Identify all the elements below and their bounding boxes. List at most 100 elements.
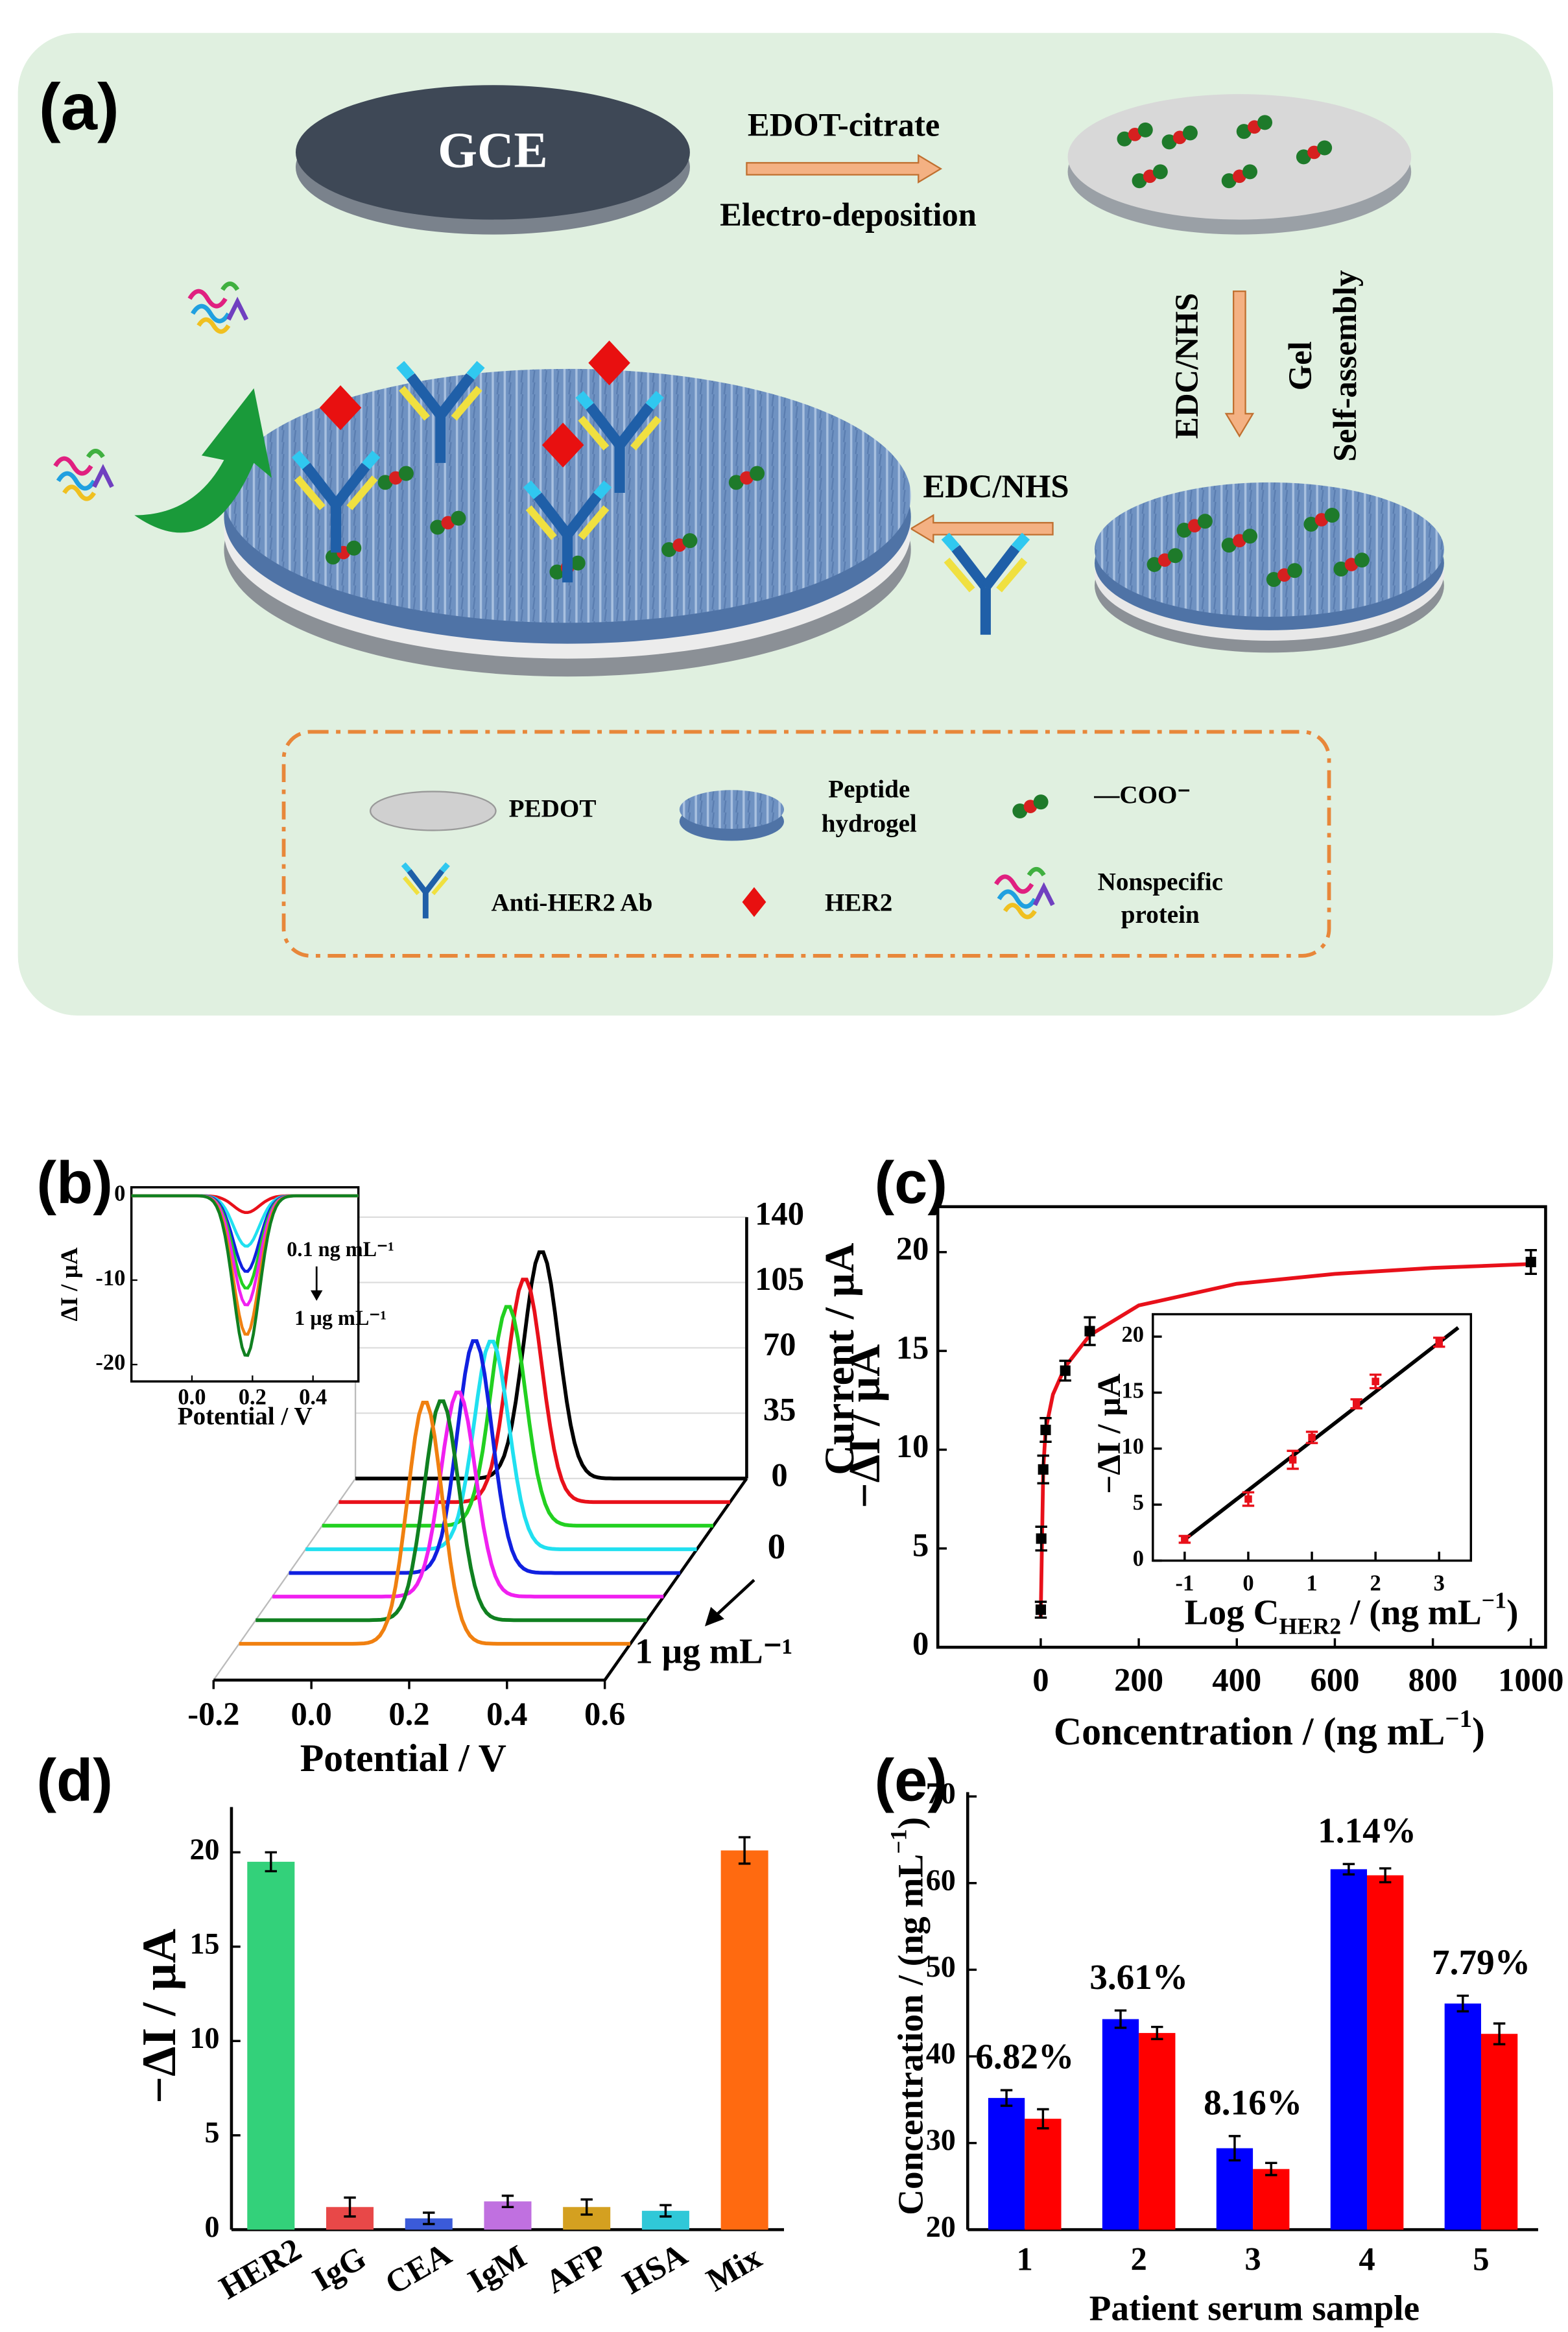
y-tick-label: -10 bbox=[95, 1266, 125, 1291]
y-tick-label: 15 bbox=[189, 1927, 219, 1960]
point bbox=[1181, 1535, 1189, 1543]
label-part: ) bbox=[1472, 1710, 1485, 1753]
step-label: EDC/NHS bbox=[923, 468, 1069, 505]
x-tick-label: 600 bbox=[1310, 1661, 1359, 1698]
y-tick-label: 0 bbox=[1133, 1546, 1144, 1571]
gce-electrode bbox=[295, 85, 690, 235]
legend-label: PEDOT bbox=[509, 794, 597, 822]
y-tick-label: 15 bbox=[1121, 1378, 1144, 1403]
axis bbox=[213, 1478, 357, 1681]
fit-line bbox=[1183, 1326, 1460, 1541]
x-tick-label: IgM bbox=[462, 2238, 532, 2300]
gce-label: GCE bbox=[438, 122, 548, 178]
label-part: −1 bbox=[1482, 1588, 1506, 1613]
annotation: 3.61% bbox=[1089, 1957, 1188, 1997]
x-tick-label: 400 bbox=[1212, 1661, 1261, 1698]
x-tick-label: 1000 bbox=[1498, 1661, 1563, 1698]
y-tick-label: 30 bbox=[926, 2123, 956, 2156]
y-tick-label: 20 bbox=[926, 2210, 956, 2243]
y-tick-label: 20 bbox=[896, 1230, 929, 1267]
legend-label: Peptide bbox=[828, 776, 910, 803]
x-tick-label: 3 bbox=[1434, 1571, 1445, 1595]
point bbox=[1289, 1456, 1297, 1464]
annotation: 8.16% bbox=[1204, 2083, 1302, 2123]
z-tick-label: 0 bbox=[771, 1457, 787, 1493]
legend-label: Nonspecific bbox=[1098, 868, 1223, 896]
arrow bbox=[1224, 290, 1255, 438]
step-label: Self-assembly bbox=[1327, 270, 1363, 462]
z-tick-label: 105 bbox=[755, 1261, 804, 1297]
x-tick-label: -1 bbox=[1175, 1571, 1194, 1595]
curve bbox=[255, 1399, 647, 1623]
annotation: 7.79% bbox=[1432, 1942, 1530, 1982]
x-tick-label: 0.0 bbox=[178, 1385, 206, 1410]
step-label: EDOT-citrate bbox=[748, 107, 940, 143]
y-tick-label: 60 bbox=[926, 1863, 956, 1896]
legend-label: Anti-HER2 Ab bbox=[492, 889, 653, 917]
legend-box bbox=[281, 730, 1331, 958]
y-axis-label: −ΔI / µA bbox=[839, 1344, 889, 1508]
z-axis-label: Current / µA bbox=[816, 1243, 862, 1475]
y-axis-label: −ΔI / µA bbox=[132, 1929, 185, 2104]
step-label: EDC/NHS bbox=[1169, 293, 1205, 439]
x-tick-label: 1 bbox=[1306, 1571, 1317, 1595]
point bbox=[1352, 1399, 1360, 1408]
label-part: Concentration / (ng mL bbox=[890, 1854, 930, 2215]
axis bbox=[603, 1477, 748, 1682]
label-part: Concentration / (ng mL bbox=[1054, 1710, 1445, 1753]
annotation: 1.14% bbox=[1318, 1811, 1416, 1850]
point bbox=[1525, 1256, 1536, 1268]
x-tick-label: 5 bbox=[1473, 2241, 1489, 2277]
point bbox=[1435, 1338, 1443, 1346]
panel-label: (c) bbox=[874, 1149, 947, 1216]
legend-label: protein bbox=[1121, 901, 1200, 929]
x-tick-label: 0 bbox=[1242, 1571, 1253, 1595]
curve bbox=[272, 1390, 664, 1599]
y-tick-label: 40 bbox=[926, 2037, 956, 2070]
x-tick-label: HSA bbox=[617, 2236, 694, 2302]
x-tick-label: 0.2 bbox=[239, 1385, 267, 1410]
release-arrow bbox=[134, 388, 272, 533]
legend-icons bbox=[369, 790, 1052, 918]
y-tick-label: 10 bbox=[896, 1428, 929, 1464]
label-part: ) bbox=[890, 1817, 930, 1829]
panel-label: (a) bbox=[39, 71, 119, 144]
bar bbox=[1216, 2148, 1253, 2230]
x-tick-label: Mix bbox=[700, 2239, 768, 2298]
label-part: ) bbox=[1506, 1592, 1518, 1632]
annotation: 1 µg mL⁻¹ bbox=[294, 1306, 386, 1329]
arrow bbox=[746, 154, 943, 184]
legend-label: —COO⁻ bbox=[1093, 781, 1191, 809]
x-axis-label: Potential / V bbox=[300, 1737, 506, 1779]
annotation: 0.1 ng mL⁻¹ bbox=[287, 1237, 394, 1261]
y-tick-label: 10 bbox=[1121, 1434, 1144, 1459]
bar bbox=[1102, 2019, 1139, 2230]
curve bbox=[305, 1339, 697, 1551]
y-tick-label: 0 bbox=[912, 1626, 929, 1662]
point bbox=[1036, 1533, 1047, 1544]
annotation: 6.82% bbox=[975, 2037, 1074, 2076]
y-tick-label: 15 bbox=[896, 1329, 929, 1366]
bar bbox=[1480, 2034, 1518, 2230]
y-tick-label: 70 bbox=[926, 1777, 956, 1810]
y-tick-label: 20 bbox=[189, 1833, 219, 1866]
z-tick-label: 35 bbox=[763, 1392, 796, 1428]
bar bbox=[1367, 1875, 1404, 2230]
label-part: / (ng mL bbox=[1341, 1592, 1481, 1632]
panel-label: (e) bbox=[874, 1746, 947, 1813]
label-part: −1 bbox=[886, 1829, 912, 1853]
y-tick-label: 5 bbox=[912, 1527, 929, 1563]
x-tick-label: 0 bbox=[1032, 1661, 1049, 1698]
bar bbox=[1253, 2169, 1290, 2230]
bar bbox=[1139, 2032, 1176, 2230]
point bbox=[1084, 1326, 1095, 1337]
bar bbox=[247, 1861, 295, 2230]
x-tick-label: -0.2 bbox=[187, 1696, 239, 1732]
y-tick-label: 50 bbox=[926, 1950, 956, 1983]
x-axis-label: Concentration / (ng mL−1) bbox=[1054, 1705, 1485, 1752]
point bbox=[1040, 1424, 1051, 1436]
curve bbox=[339, 1278, 730, 1505]
x-axis-label: Potential / V bbox=[178, 1403, 313, 1431]
depth-label: 1 µg mL⁻¹ bbox=[635, 1631, 792, 1671]
y-axis-label: −ΔI / µA bbox=[1091, 1374, 1127, 1494]
